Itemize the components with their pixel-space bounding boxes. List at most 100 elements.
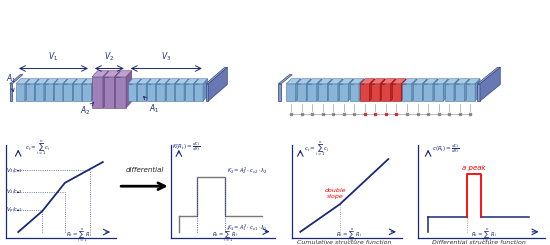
Polygon shape [286,84,296,101]
Text: $K_2 = A^2_2\cdot c_{v2}\cdot\lambda_2$: $K_2 = A^2_2\cdot c_{v2}\cdot\lambda_2$ [227,165,267,176]
Polygon shape [422,79,427,101]
Polygon shape [370,79,375,101]
Polygon shape [194,84,203,101]
Polygon shape [147,84,156,101]
Polygon shape [185,84,194,101]
Polygon shape [156,84,165,101]
Text: a peak: a peak [462,165,486,171]
Polygon shape [455,84,465,101]
Text: $V_3$: $V_3$ [161,50,172,63]
Polygon shape [54,79,68,84]
Polygon shape [92,71,108,77]
Polygon shape [278,75,292,84]
Polygon shape [318,79,332,84]
Polygon shape [286,79,301,84]
Polygon shape [114,71,120,108]
Polygon shape [138,84,146,101]
Polygon shape [35,79,48,84]
Polygon shape [477,67,500,84]
Polygon shape [412,79,417,101]
Polygon shape [91,79,96,101]
Polygon shape [328,79,343,84]
Text: $V_p/c_{v1}$: $V_p/c_{v1}$ [7,205,23,216]
Polygon shape [413,79,427,84]
Polygon shape [455,79,470,84]
Polygon shape [371,84,380,101]
Polygon shape [466,79,480,84]
Text: $R_t = \sum_{i=1}^{n} R_i$: $R_t = \sum_{i=1}^{n} R_i$ [471,226,497,244]
Text: $K(R_t) = \frac{dC_t}{dR_t}$: $K(R_t) = \frac{dC_t}{dR_t}$ [172,140,201,153]
Polygon shape [10,84,12,101]
Polygon shape [424,84,433,101]
Text: $R_t = \sum_{i=1}^{n} R_i$: $R_t = \sum_{i=1}^{n} R_i$ [66,226,92,244]
Polygon shape [477,84,480,101]
Text: Differential structure function: Differential structure function [432,240,526,245]
Polygon shape [381,84,390,101]
Polygon shape [475,79,480,101]
Polygon shape [16,84,25,101]
Polygon shape [434,79,448,84]
Polygon shape [434,84,443,101]
Polygon shape [63,79,68,101]
Polygon shape [318,84,327,101]
Polygon shape [82,79,86,101]
Polygon shape [126,71,132,108]
Polygon shape [156,79,160,101]
Polygon shape [350,84,359,101]
Polygon shape [184,79,189,101]
Polygon shape [296,79,301,101]
Polygon shape [73,79,86,84]
Polygon shape [381,79,395,84]
Polygon shape [278,84,281,101]
Polygon shape [327,79,332,101]
Polygon shape [206,67,227,84]
Polygon shape [63,84,73,101]
Text: $V_2$: $V_2$ [104,50,114,63]
Polygon shape [433,79,438,101]
Polygon shape [466,84,475,101]
Text: Cumulative structure function: Cumulative structure function [297,240,392,245]
Polygon shape [371,79,385,84]
Polygon shape [194,79,198,101]
Polygon shape [306,79,311,101]
Polygon shape [297,79,311,84]
Polygon shape [392,79,406,84]
Polygon shape [73,84,82,101]
Text: double
slope: double slope [324,188,346,199]
Polygon shape [45,84,53,101]
Polygon shape [338,79,343,101]
Polygon shape [424,79,438,84]
Polygon shape [360,79,375,84]
Polygon shape [25,79,39,84]
Polygon shape [166,79,179,84]
Text: $A_1$: $A_1$ [6,73,16,91]
Polygon shape [147,79,160,84]
Polygon shape [35,84,44,101]
Text: $A_1$: $A_1$ [144,97,160,115]
Polygon shape [360,84,370,101]
Polygon shape [136,79,141,101]
Polygon shape [317,79,322,101]
Polygon shape [339,79,354,84]
Polygon shape [444,79,459,84]
Polygon shape [307,84,317,101]
Polygon shape [413,84,422,101]
Polygon shape [146,79,151,101]
Polygon shape [380,79,385,101]
Text: $R_t = \sum_{i=1}^{n} R_i$: $R_t = \sum_{i=1}^{n} R_i$ [212,226,238,244]
Polygon shape [115,71,132,77]
Polygon shape [465,79,470,101]
Polygon shape [10,75,23,84]
Text: $V_3/c_{v1}$: $V_3/c_{v1}$ [7,166,23,175]
Polygon shape [25,79,30,101]
Polygon shape [194,79,208,84]
Polygon shape [35,79,39,101]
Polygon shape [82,79,96,84]
Polygon shape [392,84,401,101]
Polygon shape [128,79,141,84]
Polygon shape [103,71,108,108]
Polygon shape [390,79,395,101]
Polygon shape [454,79,459,101]
Polygon shape [103,77,114,108]
Polygon shape [206,84,208,101]
